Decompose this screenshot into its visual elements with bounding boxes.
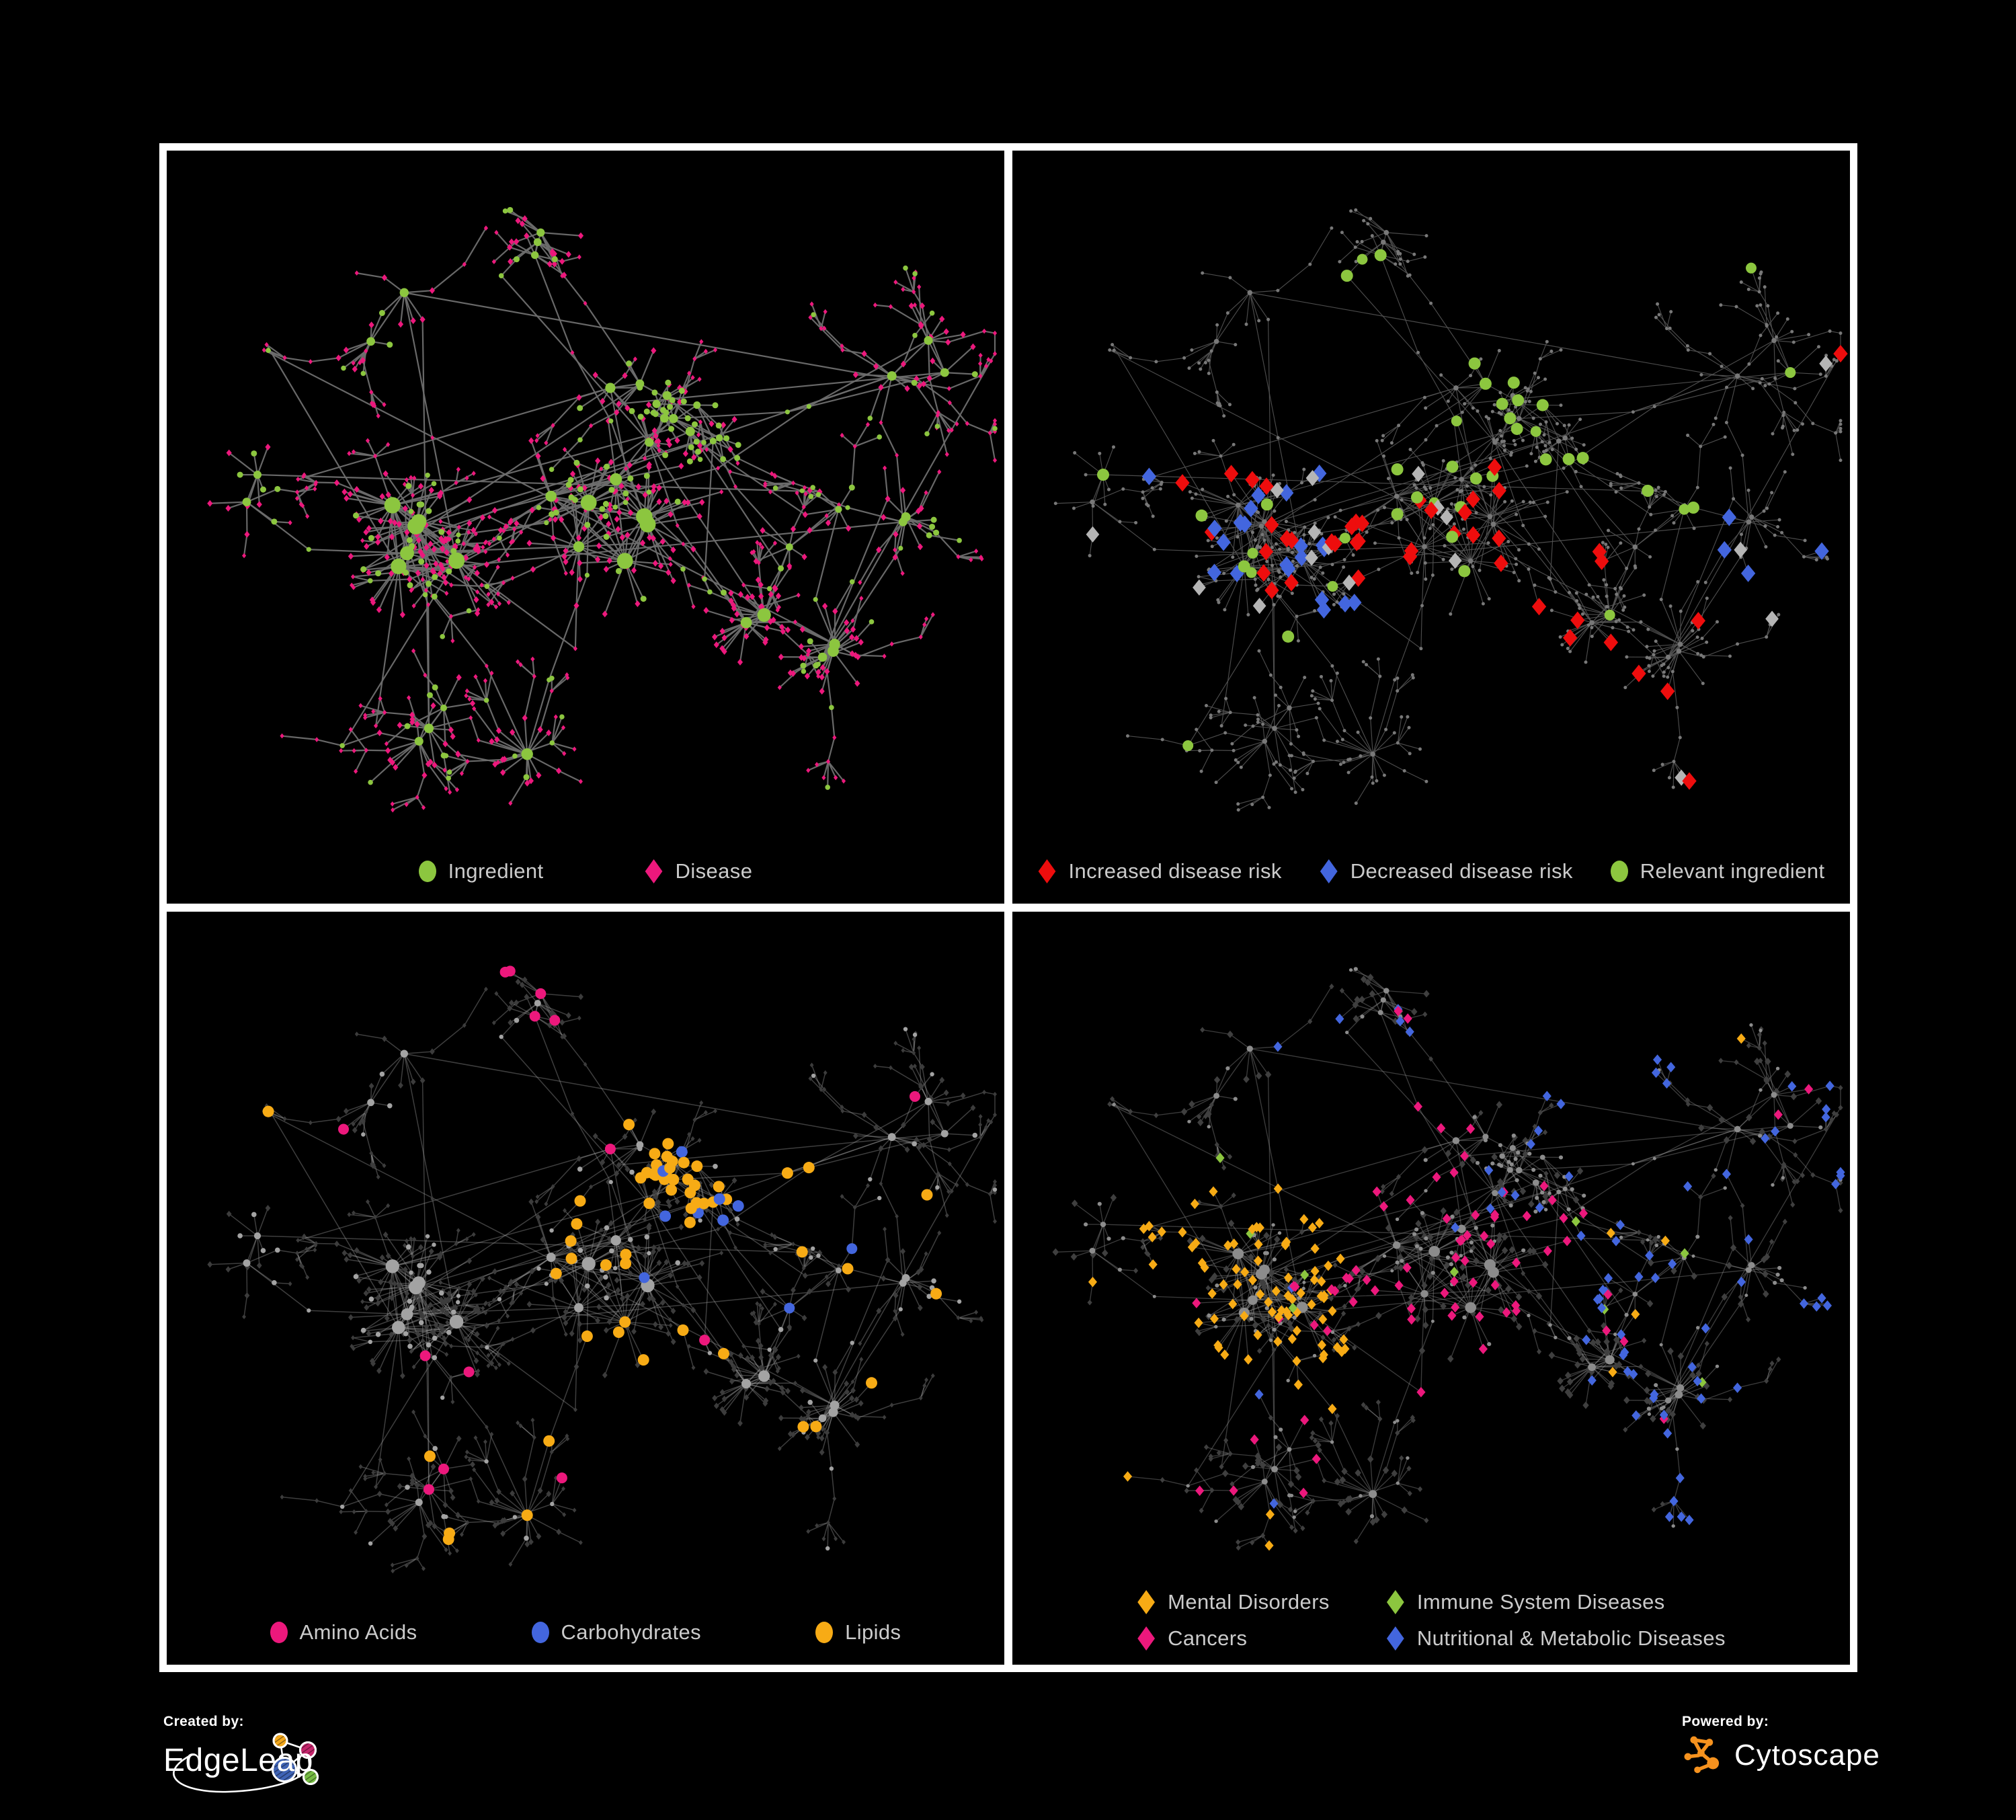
legend-label: Relevant ingredient bbox=[1640, 859, 1825, 883]
powered-by-label: Powered by: bbox=[1682, 1714, 1769, 1729]
legend-label: Immune System Diseases bbox=[1416, 1590, 1665, 1614]
edgeleap-network-icon bbox=[173, 1733, 319, 1793]
legend-item-relevant-ingredient: Relevant ingredient bbox=[1610, 859, 1825, 883]
legend-item-disease: Disease bbox=[645, 859, 753, 883]
cytoscape-credit: Powered by: Cytoscape bbox=[1682, 1714, 1880, 1794]
disease-swatch-icon bbox=[645, 859, 663, 883]
amino-acids-swatch-icon bbox=[270, 1622, 288, 1643]
network-graph-disease-risk bbox=[1053, 208, 1848, 812]
legend-label: Carbohydrates bbox=[561, 1620, 702, 1644]
legend-label: Disease bbox=[675, 859, 753, 883]
created-by-label: Created by: bbox=[163, 1714, 244, 1729]
legend-item-mental-disorders: Mental Disorders bbox=[1137, 1590, 1330, 1614]
network-graph-ingredient-disease bbox=[207, 206, 998, 813]
cancers-swatch-icon bbox=[1137, 1626, 1156, 1651]
panel-disease-classes: Mental Disorders Immune System Diseases … bbox=[1012, 912, 1850, 1665]
mental-disorders-swatch-icon bbox=[1137, 1590, 1156, 1614]
edgeleap-wordmark: EdgeLeap bbox=[163, 1743, 313, 1778]
legend-disease-risk: Increased disease risk Decreased disease… bbox=[1012, 839, 1850, 904]
legend-item-lipids: Lipids bbox=[815, 1620, 901, 1645]
legend-item-decreased-risk: Decreased disease risk bbox=[1320, 859, 1573, 883]
legend-label: Cancers bbox=[1168, 1626, 1248, 1650]
edgeleap-credit: Created by: bbox=[163, 1714, 352, 1794]
legend-item-cancers: Cancers bbox=[1137, 1626, 1330, 1651]
legend-label: Ingredient bbox=[448, 859, 544, 883]
nutritional-metabolic-swatch-icon bbox=[1386, 1626, 1404, 1651]
panel-ingredient-disease: Ingredient Disease bbox=[167, 151, 1004, 904]
decreased-risk-swatch-icon bbox=[1320, 859, 1338, 883]
legend-label: Lipids bbox=[845, 1620, 901, 1644]
legend-label: Nutritional & Metabolic Diseases bbox=[1416, 1626, 1726, 1650]
legend-ingredient-disease: Ingredient Disease bbox=[167, 839, 1004, 904]
legend-label: Increased disease risk bbox=[1068, 859, 1282, 883]
panel-macronutrient-classes: Amino Acids Carbohydrates Lipids bbox=[167, 912, 1004, 1665]
network-graph-disease-classes bbox=[1052, 967, 1845, 1551]
relevant-ingredient-swatch-icon bbox=[1610, 861, 1628, 882]
legend-label: Decreased disease risk bbox=[1350, 859, 1573, 883]
ingredient-swatch-icon bbox=[418, 861, 436, 882]
immune-diseases-swatch-icon bbox=[1386, 1590, 1404, 1614]
panel-disease-risk: Increased disease risk Decreased disease… bbox=[1012, 151, 1850, 904]
legend-item-immune-system-diseases: Immune System Diseases bbox=[1386, 1590, 1726, 1614]
network-graph-macronutrients bbox=[207, 965, 998, 1574]
legend-item-increased-risk: Increased disease risk bbox=[1038, 859, 1282, 883]
cytoscape-wordmark: Cytoscape bbox=[1734, 1739, 1880, 1772]
panels-grid: Ingredient Disease Increased disease ris… bbox=[159, 143, 1857, 1672]
legend-label: Amino Acids bbox=[299, 1620, 417, 1644]
legend-disease-classes: Mental Disorders Immune System Diseases … bbox=[1012, 1576, 1850, 1665]
increased-risk-swatch-icon bbox=[1038, 859, 1056, 883]
cytoscape-icon bbox=[1684, 1736, 1720, 1774]
legend-item-carbohydrates: Carbohydrates bbox=[531, 1620, 702, 1645]
edgeleap-logo: EdgeLeap bbox=[163, 1731, 352, 1798]
legend-item-nutritional-metabolic-diseases: Nutritional & Metabolic Diseases bbox=[1386, 1626, 1726, 1651]
legend-label: Mental Disorders bbox=[1168, 1590, 1330, 1614]
carbohydrates-swatch-icon bbox=[531, 1622, 549, 1643]
lipids-swatch-icon bbox=[815, 1622, 834, 1643]
legend-item-amino-acids: Amino Acids bbox=[270, 1620, 417, 1645]
legend-macronutrients: Amino Acids Carbohydrates Lipids bbox=[167, 1600, 1004, 1665]
legend-item-ingredient: Ingredient bbox=[418, 859, 544, 883]
